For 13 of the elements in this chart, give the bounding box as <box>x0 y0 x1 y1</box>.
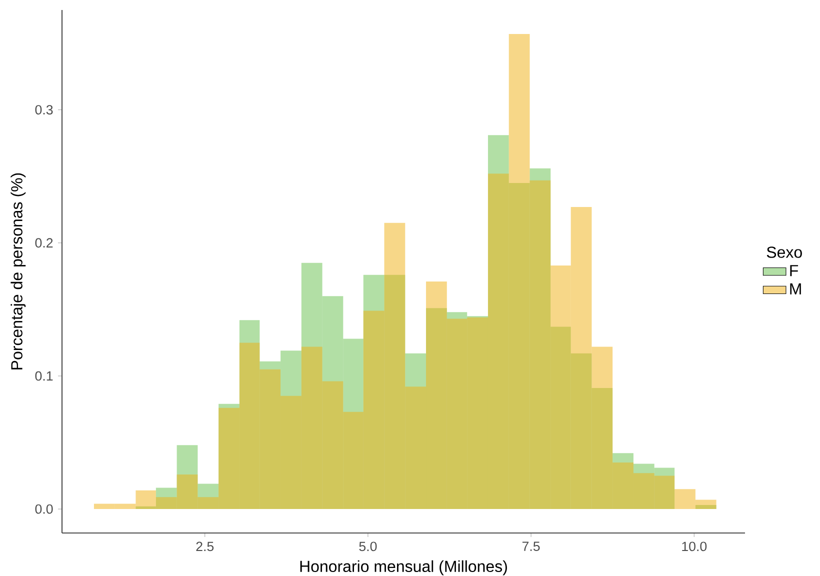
x-tick-label: 10.0 <box>682 542 707 552</box>
x-tick-label: 5.0 <box>359 542 377 552</box>
x-axis-title: Honorario mensual (Millones) <box>300 560 507 576</box>
y-tick-label: 0.1 <box>35 371 53 381</box>
legend-label: M <box>790 283 801 294</box>
y-tick-label: 0.3 <box>35 105 53 115</box>
y-axis-title: Porcentaje de personas (%) <box>10 173 26 370</box>
legend-title: Sexo <box>766 246 802 258</box>
legend-label: F <box>790 265 798 276</box>
y-tick-label: 0.2 <box>35 238 53 248</box>
x-tick-label: 7.5 <box>522 542 540 552</box>
y-tick-label: 0.0 <box>35 504 53 514</box>
x-tick-label: 2.5 <box>196 542 214 552</box>
